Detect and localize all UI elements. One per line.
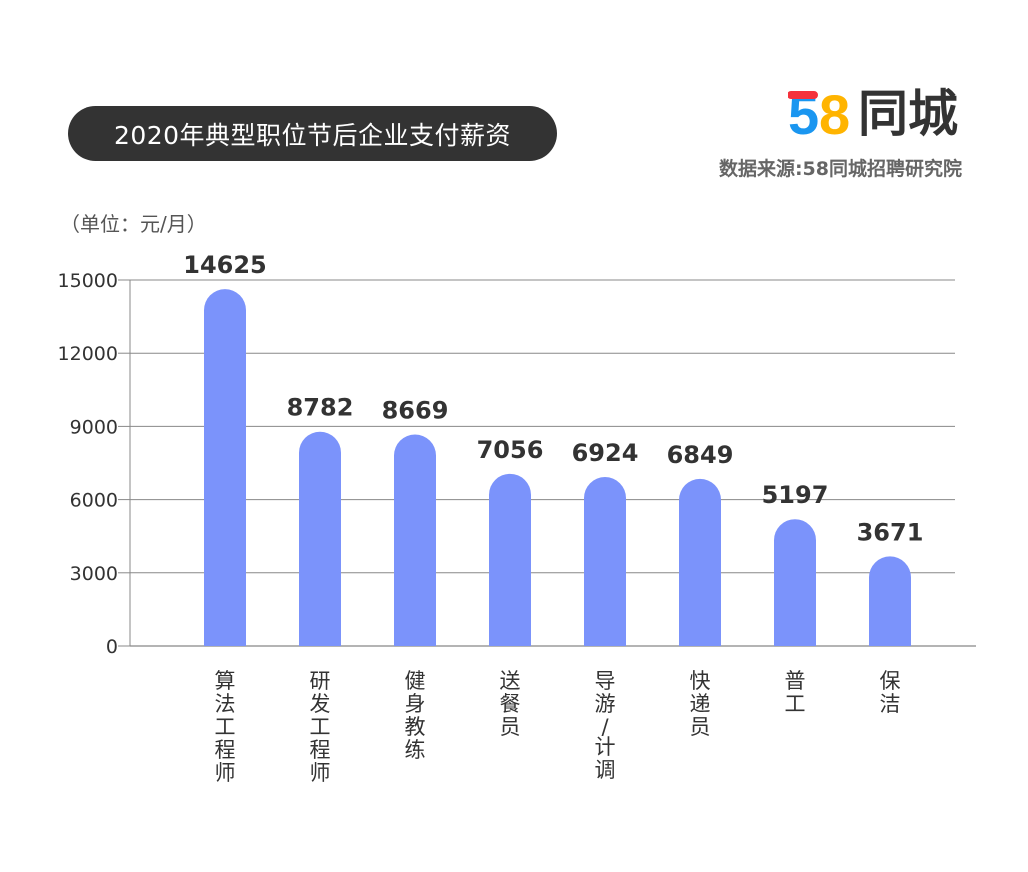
bar [584,477,626,646]
bar [679,478,721,646]
category-label: 快递员 [690,669,711,739]
labels: 0 3000 6000 9000 12000 15000 14625 算法工程师 8782 研发工… [58,251,924,785]
data-label: 3671 [857,518,924,546]
y-tick-label: 6000 [70,490,118,512]
data-label: 6924 [572,439,639,467]
y-tick-label: 12000 [58,343,118,365]
58-tongcheng-logo: 5 8 同城 [788,86,958,142]
category-label: 送餐员 [500,669,521,739]
bars [204,289,911,646]
category-label: 保洁 [880,669,901,716]
58-logo-mark: 5 8 [788,86,850,142]
category-label: 算法工程师 [215,669,236,785]
bar [869,556,911,646]
data-label: 8782 [287,394,354,422]
logo-text: 同城 [858,85,958,143]
data-label: 8669 [382,396,449,424]
y-tick-label: 0 [106,636,118,658]
bar [394,434,436,646]
y-tick-label: 15000 [58,270,118,292]
category-label: 健身教练 [405,669,426,762]
grid-lines [118,279,976,647]
chart-title: 2020年典型职位节后企业支付薪资 [68,106,557,161]
bar [774,519,816,646]
unit-label: （单位：元/月） [60,212,207,236]
category-label: 研发工程师 [310,669,331,785]
category-label: 导游/计调 [595,669,616,782]
data-label: 5197 [762,481,829,509]
bar [204,289,246,646]
data-label: 14625 [183,251,267,279]
data-label: 6849 [667,441,734,469]
bar [489,473,531,646]
category-label: 普工 [785,669,806,716]
y-tick-label: 3000 [70,563,118,585]
data-source: 数据来源:58同城招聘研究院 [718,158,962,180]
bar [299,431,341,646]
y-tick-label: 9000 [70,416,118,438]
svg-text:8: 8 [819,86,850,142]
data-label: 7056 [477,436,544,464]
